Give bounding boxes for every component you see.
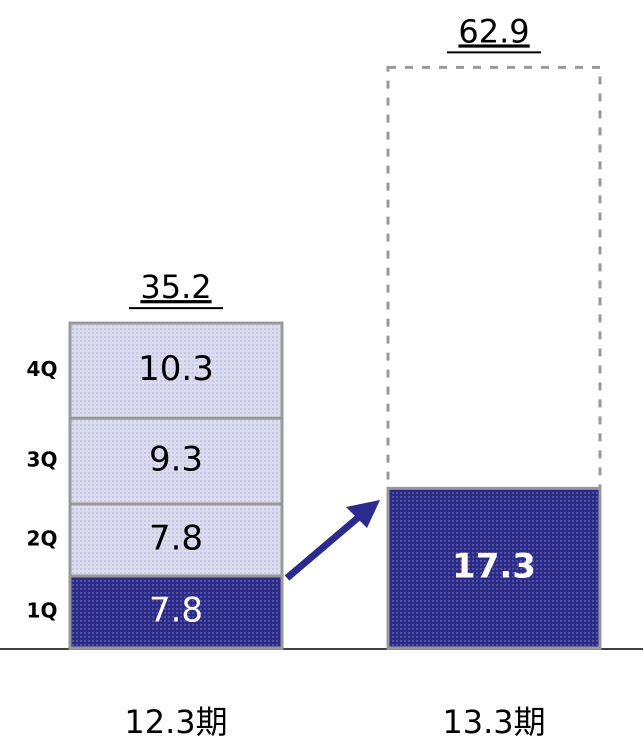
category-label: 13.3期 bbox=[442, 703, 545, 741]
series-label: 2Q bbox=[27, 527, 58, 551]
segment-label: 9.3 bbox=[149, 440, 203, 480]
bar-texture bbox=[72, 578, 280, 646]
segment-label: 7.8 bbox=[149, 519, 203, 559]
series-label: 3Q bbox=[27, 448, 58, 472]
segment-label: 10.3 bbox=[138, 349, 214, 389]
segment-label: 7.8 bbox=[149, 591, 203, 631]
bars bbox=[68, 65, 602, 650]
series-label: 4Q bbox=[27, 357, 58, 381]
bar-texture bbox=[390, 490, 598, 646]
segment-label: 17.3 bbox=[452, 547, 536, 587]
total-label: 35.2 bbox=[140, 268, 211, 306]
bar-texture bbox=[72, 506, 280, 575]
series-label: 1Q bbox=[27, 599, 58, 623]
arrow-head bbox=[346, 500, 380, 528]
total-label: 62.9 bbox=[458, 12, 529, 50]
bar-texture bbox=[72, 325, 280, 417]
total-outline bbox=[386, 65, 602, 650]
category-label: 12.3期 bbox=[124, 703, 227, 741]
arrow-shaft bbox=[284, 513, 363, 581]
bar-texture bbox=[72, 420, 280, 503]
